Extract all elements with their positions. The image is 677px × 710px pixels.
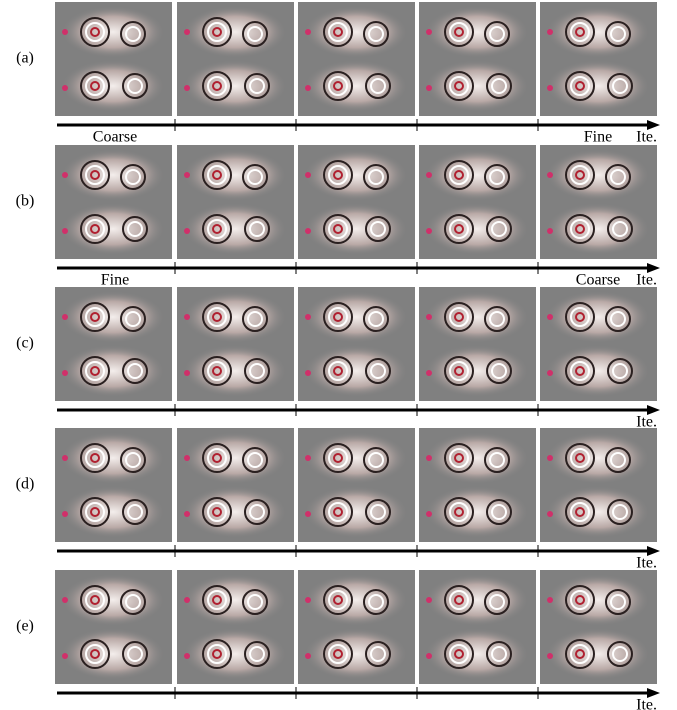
feature-image <box>177 2 294 116</box>
axis-label: Ite. <box>636 272 657 289</box>
feature-image <box>55 570 172 684</box>
feature-image <box>177 570 294 684</box>
feature-image <box>540 145 657 259</box>
feature-image <box>540 428 657 542</box>
start-label: Fine <box>101 272 129 289</box>
feature-image <box>177 145 294 259</box>
figure: (a) Coarse Fine Ite. (b) Fine Coarse Ite. (c) Ite… <box>0 0 677 710</box>
feature-image <box>55 428 172 542</box>
feature-image <box>540 287 657 401</box>
feature-image <box>55 287 172 401</box>
feature-image <box>298 570 415 684</box>
axis-label: Ite. <box>636 555 657 572</box>
feature-image <box>419 428 536 542</box>
feature-image <box>419 287 536 401</box>
row-label: (a) <box>16 50 34 67</box>
feature-image <box>540 2 657 116</box>
feature-image <box>298 287 415 401</box>
feature-image <box>298 2 415 116</box>
feature-image <box>419 570 536 684</box>
feature-image <box>419 145 536 259</box>
feature-image <box>298 145 415 259</box>
row-label: (c) <box>16 335 34 352</box>
row-label: (e) <box>16 618 34 635</box>
axis-label: Ite. <box>636 129 657 146</box>
feature-image <box>55 2 172 116</box>
row-label: (b) <box>16 193 35 210</box>
row-label: (d) <box>16 476 35 493</box>
end-label: Coarse <box>576 272 620 289</box>
feature-image <box>177 287 294 401</box>
feature-image <box>177 428 294 542</box>
feature-image <box>540 570 657 684</box>
feature-image <box>298 428 415 542</box>
feature-image <box>55 145 172 259</box>
start-label: Coarse <box>93 129 137 146</box>
axis-label: Ite. <box>636 697 657 710</box>
feature-image <box>419 2 536 116</box>
end-label: Fine <box>584 129 612 146</box>
